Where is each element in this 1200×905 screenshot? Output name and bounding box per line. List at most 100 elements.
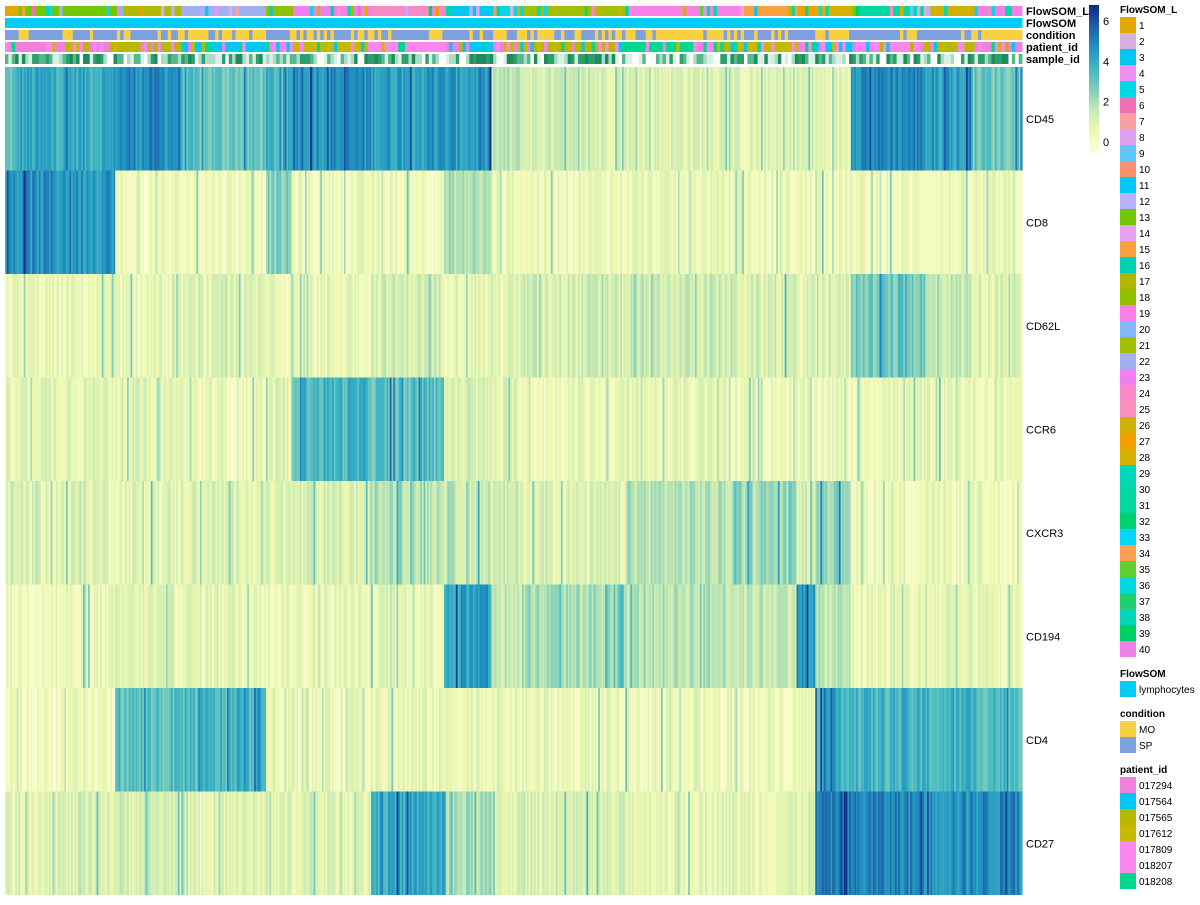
heatmap-cell	[886, 67, 889, 171]
heatmap-cell	[642, 791, 645, 895]
heatmap-cell	[494, 274, 498, 378]
heatmap-cell	[98, 584, 101, 688]
heatmap-cell	[425, 67, 428, 171]
heatmap-cell	[45, 274, 48, 378]
heatmap-cell	[205, 688, 208, 792]
heatmap-cell	[613, 584, 616, 688]
heatmap-cell	[505, 791, 508, 895]
heatmap-cell	[355, 688, 359, 792]
heatmap-cell	[662, 67, 665, 171]
heatmap-cell	[199, 67, 203, 171]
heatmap-cell	[479, 274, 482, 378]
heatmap-cell	[791, 584, 794, 688]
heatmap-cell	[528, 274, 532, 378]
heatmap-cell	[52, 688, 55, 792]
heatmap-cell	[1010, 274, 1013, 378]
heatmap-cell	[872, 584, 876, 688]
heatmap-cell	[215, 170, 218, 274]
heatmap-cell	[750, 274, 754, 378]
heatmap-cell	[716, 481, 720, 585]
heatmap-cell	[421, 688, 425, 792]
heatmap-cell	[506, 170, 510, 274]
heatmap-cell	[311, 377, 315, 481]
heatmap-cell	[849, 584, 852, 688]
heatmap-cell	[835, 377, 838, 481]
annotation-cell	[449, 6, 453, 16]
heatmap-cell	[77, 67, 81, 171]
heatmap-cell	[915, 791, 918, 895]
heatmap-cell	[557, 377, 560, 481]
heatmap-cell	[521, 67, 525, 171]
heatmap-cell	[466, 481, 469, 585]
heatmap-cell	[615, 481, 618, 585]
heatmap-cell	[730, 481, 733, 585]
heatmap-cell	[418, 584, 421, 688]
annotation-cell	[279, 6, 284, 16]
heatmap-cell	[279, 791, 282, 895]
heatmap-cell	[325, 274, 328, 378]
heatmap-cell	[8, 67, 11, 171]
heatmap-cell	[684, 584, 687, 688]
heatmap-cell	[247, 688, 250, 792]
heatmap-cell	[196, 67, 199, 171]
heatmap-cell	[530, 67, 533, 171]
annotation-cell	[76, 6, 81, 16]
heatmap-cell	[230, 377, 233, 481]
heatmap-cell	[345, 584, 348, 688]
heatmap-cell	[776, 481, 779, 585]
heatmap-cell	[382, 67, 386, 171]
heatmap-cell	[752, 67, 755, 171]
heatmap-cell	[235, 688, 238, 792]
heatmap-cell	[164, 481, 167, 585]
heatmap-cell	[554, 274, 557, 378]
heatmap-cell	[613, 377, 616, 481]
heatmap-cell	[645, 67, 648, 171]
heatmap-cell	[566, 584, 569, 688]
heatmap-cell	[571, 481, 574, 585]
heatmap-cell	[423, 274, 426, 378]
heatmap-cell	[664, 170, 667, 274]
annotation-cell	[154, 6, 159, 16]
heatmap-cell	[716, 584, 720, 688]
heatmap-cell	[972, 688, 976, 792]
heatmap-cell	[688, 67, 691, 171]
annotation-cell	[367, 6, 372, 16]
heatmap-cell	[284, 274, 287, 378]
heatmap-cell	[169, 170, 172, 274]
heatmap-cell	[988, 170, 991, 274]
heatmap-cell	[284, 67, 287, 171]
heatmap-cell	[218, 170, 221, 274]
heatmap-cell	[898, 688, 901, 792]
heatmap-cell	[401, 67, 404, 171]
heatmap-cell	[372, 170, 376, 274]
heatmap-row-cd194	[5, 584, 1023, 688]
heatmap-cell	[228, 67, 232, 171]
heatmap-cell	[554, 481, 557, 585]
heatmap-cell	[315, 791, 318, 895]
heatmap-cell	[657, 791, 660, 895]
heatmap-cell	[616, 377, 620, 481]
heatmap-cell	[303, 791, 306, 895]
heatmap-cell	[693, 377, 696, 481]
heatmap-cell	[549, 688, 552, 792]
heatmap-cell	[930, 481, 933, 585]
heatmap-cell	[510, 274, 513, 378]
annotation-cell	[238, 6, 243, 16]
heatmap-cell	[586, 170, 589, 274]
heatmap-cell	[47, 688, 50, 792]
heatmap-cell	[64, 481, 67, 585]
heatmap-cell	[264, 170, 267, 274]
heatmap-cell	[486, 377, 489, 481]
heatmap-cell	[84, 791, 87, 895]
heatmap-cell	[633, 584, 637, 688]
heatmap-cell	[459, 584, 462, 688]
annotation-cell	[435, 6, 440, 16]
heatmap-cell	[143, 170, 147, 274]
heatmap-cell	[671, 481, 674, 585]
heatmap-cell	[584, 584, 587, 688]
heatmap-cell	[611, 791, 615, 895]
heatmap-cell	[749, 67, 752, 171]
heatmap-cell	[745, 791, 749, 895]
heatmap-cell	[167, 688, 171, 792]
heatmap-cell	[537, 170, 540, 274]
